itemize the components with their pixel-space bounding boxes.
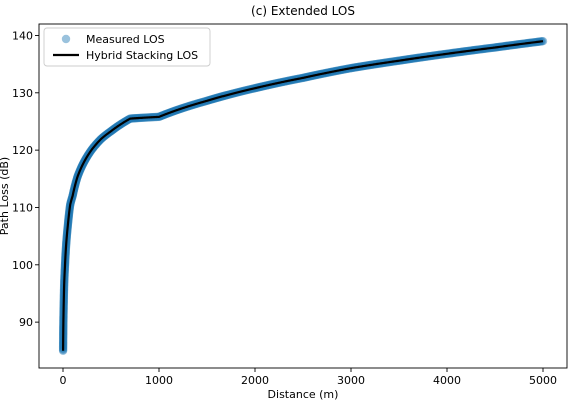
x-tick-label: 2000 <box>241 374 269 387</box>
y-tick-label: 90 <box>19 316 33 329</box>
x-axis-label: Distance (m) <box>268 388 339 401</box>
x-tick-label: 5000 <box>529 374 557 387</box>
legend-marker-measured-los <box>61 34 71 44</box>
plot-frame <box>38 23 568 369</box>
legend: Measured LOS Hybrid Stacking LOS <box>43 27 211 67</box>
x-tick-label: 4000 <box>433 374 461 387</box>
y-tick-label: 140 <box>12 29 33 42</box>
legend-label-hybrid-stacking-los: Hybrid Stacking LOS <box>86 49 198 62</box>
hybrid-stacking-los-line <box>61 40 544 351</box>
x-tick-label: 3000 <box>337 374 365 387</box>
x-tick-label: 1000 <box>145 374 173 387</box>
legend-label-measured-los: Measured LOS <box>86 33 165 46</box>
series-measured-los <box>58 37 548 355</box>
legend-box <box>43 27 211 67</box>
series-layer <box>58 37 548 355</box>
y-axis-label: Path Loss (dB) <box>0 157 11 235</box>
y-tick-label: 100 <box>12 259 33 272</box>
chart-title: (c) Extended LOS <box>251 4 355 18</box>
x-tick-label: 0 <box>60 374 67 387</box>
y-tick-label: 130 <box>12 87 33 100</box>
x-axis: 0 1000 2000 3000 4000 5000 <box>60 368 557 387</box>
y-tick-label: 120 <box>12 144 33 157</box>
plot-area <box>38 23 568 369</box>
y-axis: 90 100 110 120 130 140 <box>12 29 39 329</box>
y-tick-label: 110 <box>12 201 33 214</box>
